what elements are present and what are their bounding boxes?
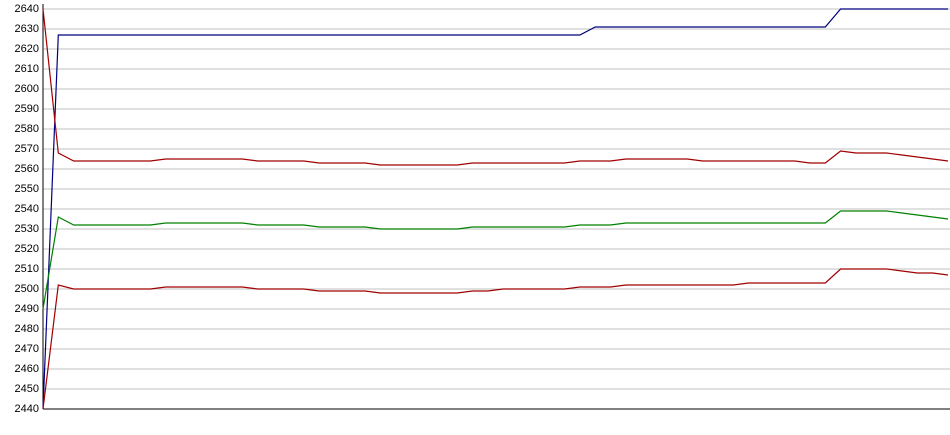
series-line — [42, 210, 949, 310]
y-tick-label: 2480 — [15, 323, 39, 335]
y-tick-label: 2560 — [15, 163, 39, 175]
y-tick-label: 2610 — [15, 63, 39, 75]
y-tick-label: 2490 — [15, 303, 39, 315]
y-tick-label: 2520 — [15, 243, 39, 255]
y-tick-label: 2630 — [15, 23, 39, 35]
y-tick-label: 2460 — [15, 363, 39, 375]
y-tick-label: 2440 — [15, 403, 39, 415]
y-tick-label: 2510 — [15, 263, 39, 275]
y-tick-label: 2540 — [15, 203, 39, 215]
series-line — [42, 8, 949, 166]
y-tick-label: 2470 — [15, 343, 39, 355]
y-tick-label: 2640 — [15, 3, 39, 15]
series-line — [42, 268, 949, 410]
y-tick-label: 2620 — [15, 43, 39, 55]
y-tick-label: 2550 — [15, 183, 39, 195]
y-tick-label: 2450 — [15, 383, 39, 395]
y-tick-label: 2530 — [15, 223, 39, 235]
y-tick-label: 2580 — [15, 123, 39, 135]
series-line — [42, 8, 948, 410]
y-tick-label: 2500 — [15, 283, 39, 295]
y-tick-label: 2600 — [15, 83, 39, 95]
y-tick-label: 2590 — [15, 103, 39, 115]
y-tick-label: 2570 — [15, 143, 39, 155]
